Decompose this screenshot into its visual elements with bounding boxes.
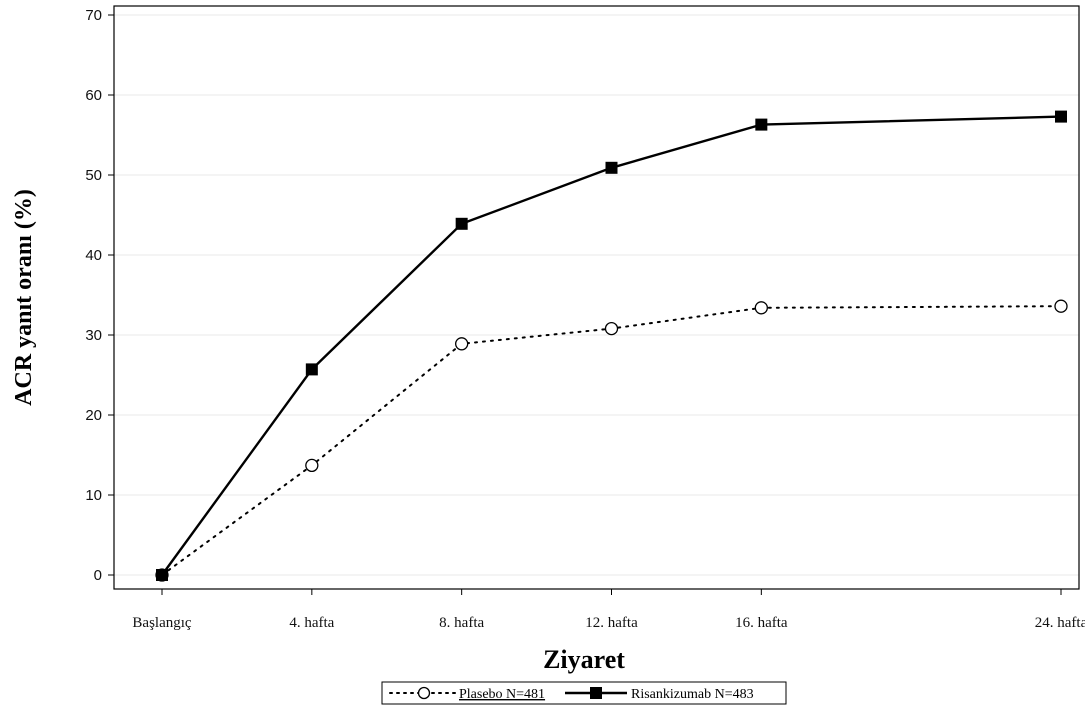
x-tick-label: 8. hafta <box>439 615 484 631</box>
data-point-plasebo <box>1054 299 1068 313</box>
x-tick-label: 4. hafta <box>289 615 334 631</box>
data-point-risankizumab <box>605 161 618 174</box>
data-point-risankizumab <box>305 363 318 376</box>
x-axis-label: Ziyaret <box>543 645 625 674</box>
y-tick-label: 40 <box>85 247 102 264</box>
data-point-risankizumab <box>455 217 468 230</box>
y-tick-label: 50 <box>85 167 102 184</box>
data-point-plasebo <box>455 337 469 351</box>
y-axis-ticks: 0 10 20 30 40 50 60 70 <box>85 7 114 584</box>
y-tick-label: 20 <box>85 407 102 424</box>
legend-marker-risankizumab <box>590 687 602 699</box>
series-group <box>155 110 1068 582</box>
legend-label-risankizumab: Risankizumab N=483 <box>631 687 754 702</box>
y-tick-label: 70 <box>85 7 102 24</box>
x-tick-label: 24. hafta <box>1035 615 1085 631</box>
x-tick-label: Başlangıç <box>132 615 191 631</box>
legend-marker-plasebo <box>417 686 431 700</box>
data-point-risankizumab <box>156 569 168 581</box>
grid-lines <box>114 14 1079 576</box>
y-tick-label: 10 <box>85 487 102 504</box>
legend-label-plasebo: Plasebo N=481 <box>459 687 545 702</box>
data-point-plasebo <box>604 321 619 336</box>
series-line-plasebo <box>161 305 1062 576</box>
data-point-plasebo <box>305 458 319 473</box>
data-point-risankizumab <box>755 118 768 131</box>
y-tick-label: 30 <box>85 327 102 344</box>
x-tick-label: 12. hafta <box>585 615 638 631</box>
data-point-plasebo <box>754 301 768 315</box>
x-tick-label: 16. hafta <box>735 615 788 631</box>
y-tick-label: 60 <box>85 87 102 104</box>
x-axis-ticks: Başlangıç 4. hafta 8. hafta 12. hafta 16. ha… <box>132 589 1085 631</box>
data-point-risankizumab <box>1055 110 1067 123</box>
y-tick-label: 0 <box>94 567 102 584</box>
series-line-risankizumab <box>160 115 1063 577</box>
y-axis-label: ACR yanıt oranı (%) <box>11 189 37 406</box>
plot-frame <box>113 5 1080 590</box>
legend: Plasebo N=481 Risankizumab N=483 <box>381 681 787 705</box>
